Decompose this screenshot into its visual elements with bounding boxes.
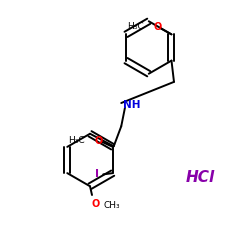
Text: H₃C: H₃C — [68, 136, 85, 145]
Text: O: O — [95, 136, 103, 145]
Text: H₃C: H₃C — [127, 22, 144, 31]
Text: HCl: HCl — [186, 170, 214, 185]
Text: CH₃: CH₃ — [104, 201, 120, 210]
Text: O: O — [92, 199, 100, 209]
Text: O: O — [154, 22, 162, 32]
Text: I: I — [95, 170, 99, 179]
Text: NH: NH — [122, 100, 140, 110]
